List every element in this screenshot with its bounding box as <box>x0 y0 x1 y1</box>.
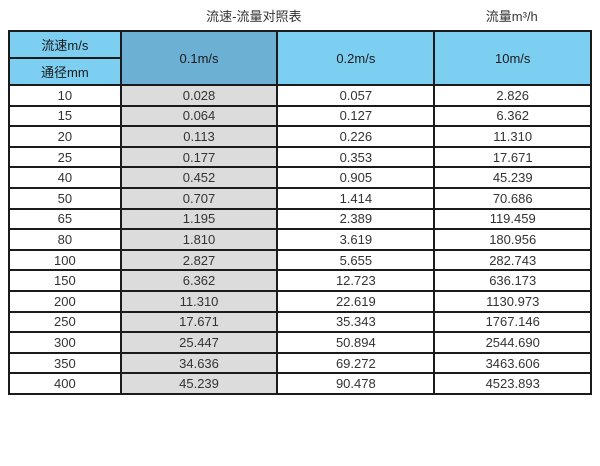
flow-value-cell: 2.389 <box>276 207 436 231</box>
flow-value-cell: 34.636 <box>119 351 279 375</box>
diameter-cell: 10 <box>8 84 122 107</box>
flow-value-cell: 0.905 <box>276 166 436 189</box>
flow-value-cell: 35.343 <box>276 310 436 334</box>
table-row: 50 0.707 1.414 70.686 <box>8 186 592 210</box>
flow-conversion-table: 流速m/s 0.1m/s 0.2m/s 10m/s 通径mm 10 0.028 0.… <box>8 30 592 395</box>
flow-value-cell: 0.452 <box>119 166 279 189</box>
flow-value-cell: 6.362 <box>119 269 279 292</box>
flow-value-cell: 2544.690 <box>433 331 592 354</box>
diameter-cell: 15 <box>8 104 122 128</box>
table-row: 350 34.636 69.272 3463.606 <box>8 351 592 375</box>
flow-unit-label: 流量m³/h <box>485 9 538 24</box>
title-bar: 流速-流量对照表 流量m³/h <box>0 0 600 30</box>
flow-value-cell: 180.956 <box>433 228 592 251</box>
flow-value-cell: 0.064 <box>119 104 279 128</box>
diameter-cell: 400 <box>8 372 122 395</box>
flow-value-cell: 11.310 <box>119 289 279 313</box>
table-header: 流速m/s 0.1m/s 0.2m/s 10m/s 通径mm <box>8 30 592 86</box>
flow-value-cell: 50.894 <box>276 331 436 354</box>
table-row: 150 6.362 12.723 636.173 <box>8 269 592 292</box>
table-row: 10 0.028 0.057 2.826 <box>8 84 592 107</box>
flow-value-cell: 119.459 <box>433 207 592 231</box>
table-row: 15 0.064 0.127 6.362 <box>8 104 592 128</box>
flow-value-cell: 1.414 <box>276 186 436 210</box>
flow-value-cell: 1.195 <box>119 207 279 231</box>
flow-value-cell: 1130.973 <box>433 289 592 313</box>
flow-value-cell: 2.826 <box>433 84 592 107</box>
flow-value-cell: 0.707 <box>119 186 279 210</box>
diameter-cell: 100 <box>8 248 122 272</box>
column-header-0-2ms: 0.2m/s <box>276 30 436 86</box>
flow-value-cell: 22.619 <box>276 289 436 313</box>
flow-value-cell: 45.239 <box>119 372 279 395</box>
table-row: 40 0.452 0.905 45.239 <box>8 166 592 189</box>
flow-value-cell: 12.723 <box>276 269 436 292</box>
flow-value-cell: 1.810 <box>119 228 279 251</box>
flow-value-cell: 25.447 <box>119 331 279 354</box>
corner-diameter-label: 通径mm <box>8 57 122 86</box>
diameter-cell: 300 <box>8 331 122 354</box>
table-row: 25 0.177 0.353 17.671 <box>8 145 592 169</box>
flow-value-cell: 1767.146 <box>433 310 592 334</box>
flow-value-cell: 282.743 <box>433 248 592 272</box>
diameter-cell: 50 <box>8 186 122 210</box>
diameter-cell: 80 <box>8 228 122 251</box>
flow-value-cell: 0.226 <box>276 125 436 148</box>
flow-value-cell: 3.619 <box>276 228 436 251</box>
table-body: 10 0.028 0.057 2.826 15 0.064 0.127 6.362 20 0.11… <box>8 84 592 395</box>
diameter-cell: 200 <box>8 289 122 313</box>
column-header-0-1ms: 0.1m/s <box>119 30 279 86</box>
flow-value-cell: 636.173 <box>433 269 592 292</box>
diameter-cell: 150 <box>8 269 122 292</box>
diameter-cell: 25 <box>8 145 122 169</box>
flow-value-cell: 4523.893 <box>433 372 592 395</box>
table-row: 300 25.447 50.894 2544.690 <box>8 331 592 354</box>
table-row: 400 45.239 90.478 4523.893 <box>8 372 592 395</box>
flow-value-cell: 90.478 <box>276 372 436 395</box>
flow-value-cell: 17.671 <box>119 310 279 334</box>
table-row: 65 1.195 2.389 119.459 <box>8 207 592 231</box>
flow-value-cell: 3463.606 <box>433 351 592 375</box>
diameter-cell: 65 <box>8 207 122 231</box>
flow-value-cell: 11.310 <box>433 125 592 148</box>
flow-value-cell: 45.239 <box>433 166 592 189</box>
table-row: 80 1.810 3.619 180.956 <box>8 228 592 251</box>
flow-value-cell: 0.177 <box>119 145 279 169</box>
diameter-cell: 40 <box>8 166 122 189</box>
flow-value-cell: 0.057 <box>276 84 436 107</box>
corner-velocity-label: 流速m/s <box>8 30 122 59</box>
flow-value-cell: 6.362 <box>433 104 592 128</box>
flow-value-cell: 17.671 <box>433 145 592 169</box>
table-row: 200 11.310 22.619 1130.973 <box>8 289 592 313</box>
flow-value-cell: 0.353 <box>276 145 436 169</box>
page-title: 流速-流量对照表 <box>206 9 302 24</box>
table-row: 20 0.113 0.226 11.310 <box>8 125 592 148</box>
flow-value-cell: 0.028 <box>119 84 279 107</box>
flow-value-cell: 70.686 <box>433 186 592 210</box>
table-row: 100 2.827 5.655 282.743 <box>8 248 592 272</box>
flow-value-cell: 0.127 <box>276 104 436 128</box>
flow-value-cell: 69.272 <box>276 351 436 375</box>
flow-value-cell: 0.113 <box>119 125 279 148</box>
diameter-cell: 350 <box>8 351 122 375</box>
table-row: 250 17.671 35.343 1767.146 <box>8 310 592 334</box>
flow-value-cell: 2.827 <box>119 248 279 272</box>
column-header-10ms: 10m/s <box>433 30 592 86</box>
diameter-cell: 250 <box>8 310 122 334</box>
flow-value-cell: 5.655 <box>276 248 436 272</box>
diameter-cell: 20 <box>8 125 122 148</box>
